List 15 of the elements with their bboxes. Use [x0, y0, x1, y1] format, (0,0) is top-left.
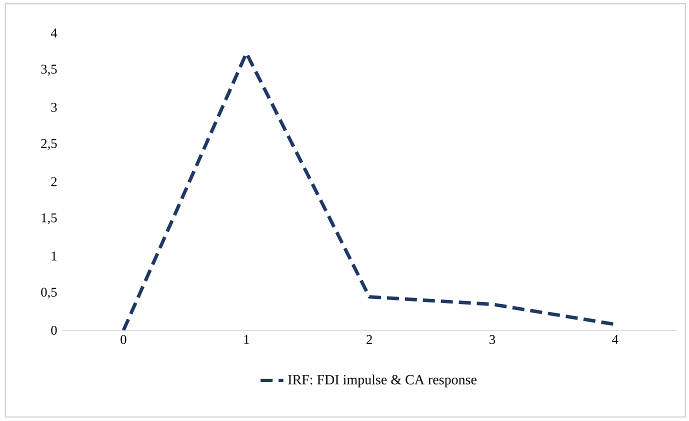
y-tick-label: 2	[51, 177, 57, 186]
y-tick-label: 3,5	[41, 64, 57, 76]
legend-label: IRF: FDI impulse & CA response	[288, 374, 477, 388]
x-tick-label: 0	[120, 335, 126, 344]
x-tick-label: 1	[244, 335, 249, 344]
y-tick-label: 1,5	[42, 213, 57, 224]
x-tick-label: 2	[366, 335, 372, 344]
y-tick-label: 0,5	[41, 288, 57, 299]
y-tick-label: 4	[50, 28, 58, 38]
y-tick-label: 1	[52, 252, 57, 260]
x-tick-label: 4	[612, 335, 618, 344]
y-tick-label: 2,5	[41, 139, 57, 150]
y-tick-label: 3	[51, 102, 57, 112]
y-tick-label: 0	[51, 326, 57, 335]
x-tick-label: 3	[490, 335, 496, 344]
